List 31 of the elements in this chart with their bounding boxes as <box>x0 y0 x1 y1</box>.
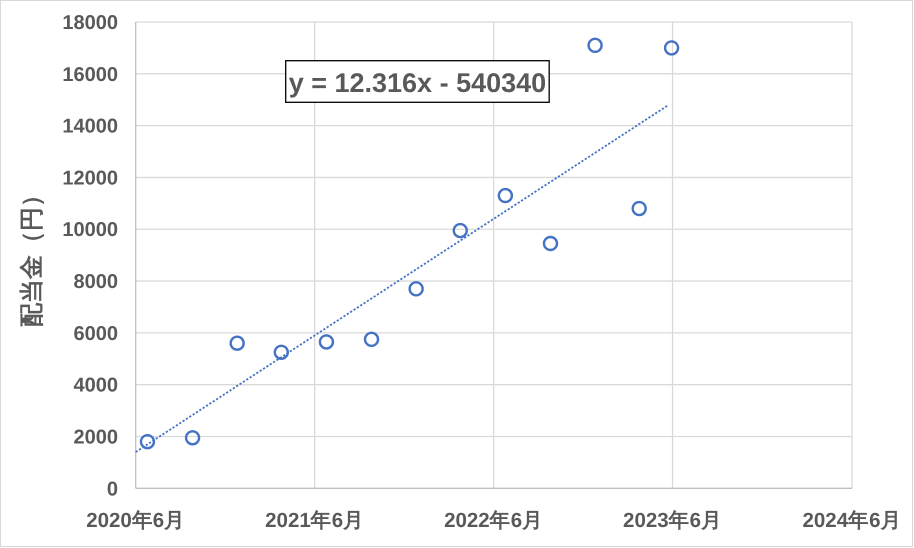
y-tick-label: 0 <box>106 478 118 500</box>
point <box>542 236 558 252</box>
y-tick-label: 14000 <box>62 116 118 138</box>
x-tick-label: 2022年6月 <box>444 509 544 532</box>
annotation: y = 12.316x - 540340 <box>285 60 550 103</box>
y-tick-label: 10000 <box>62 219 118 242</box>
point <box>452 222 468 238</box>
point <box>498 188 514 204</box>
y-tick-label: 6000 <box>74 322 118 345</box>
y-axis-title: 配当金（円） <box>18 183 46 328</box>
point <box>140 434 156 450</box>
point <box>587 38 603 54</box>
point <box>318 334 334 350</box>
point <box>274 344 290 360</box>
point <box>364 332 380 348</box>
y-tick-label: 2000 <box>74 426 118 448</box>
x-tick-label: 2020年6月 <box>86 509 186 532</box>
x-tick-label: 2024年6月 <box>802 509 902 532</box>
point <box>229 336 245 351</box>
y-tick-label: 18000 <box>62 12 118 34</box>
annotation: y = 12.316x - 540340 <box>288 68 546 98</box>
point <box>184 430 200 446</box>
point <box>632 200 647 216</box>
y-tick-label: 8000 <box>74 271 118 294</box>
point <box>664 40 680 56</box>
y-tick-label: 16000 <box>62 64 118 86</box>
y-tick-label: 12000 <box>62 167 118 190</box>
point <box>408 281 424 297</box>
x-tick-label: 2023年6月 <box>623 509 722 532</box>
y-tick-label: 4000 <box>74 374 118 397</box>
x-tick-label: 2021年6月 <box>265 509 364 532</box>
